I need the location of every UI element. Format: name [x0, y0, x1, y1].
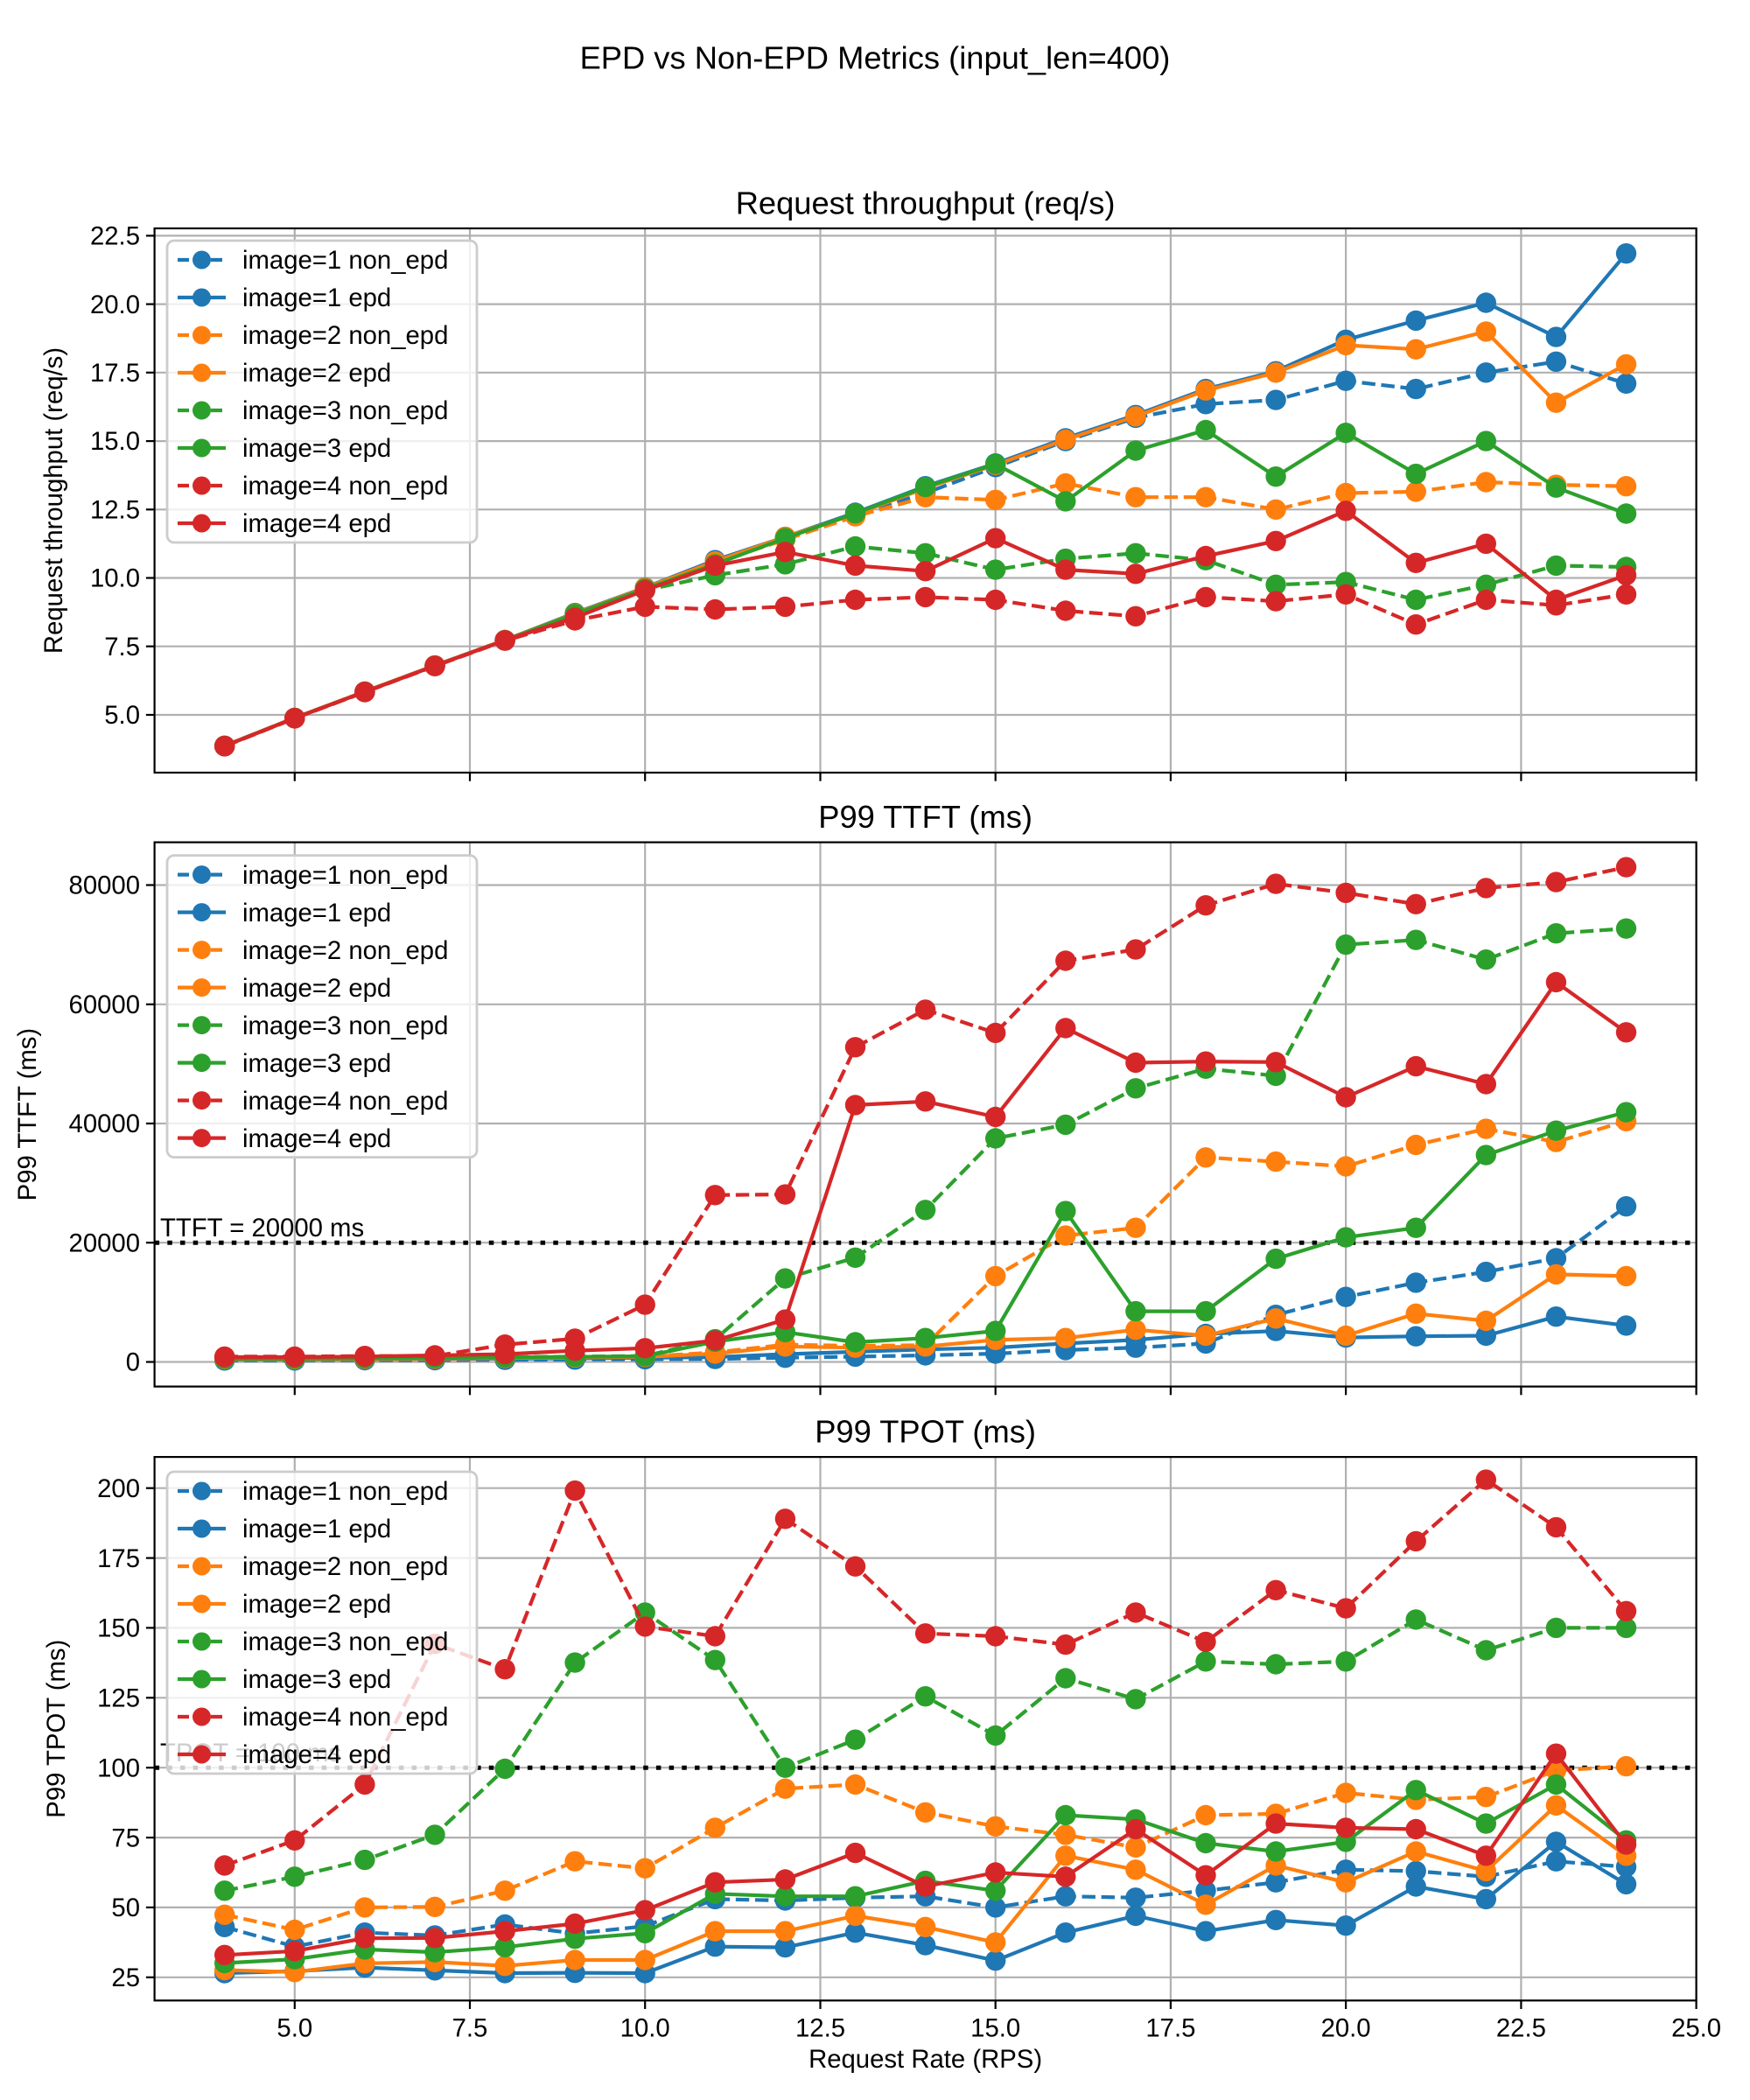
svg-text:20.0: 20.0: [90, 290, 140, 319]
svg-text:Request throughput (req/s): Request throughput (req/s): [39, 347, 68, 654]
svg-text:image=2 epd: image=2 epd: [242, 1590, 391, 1619]
svg-text:7.5: 7.5: [452, 2014, 488, 2043]
svg-text:200: 200: [97, 1474, 140, 1503]
svg-text:EPD vs Non-EPD Metrics (input_: EPD vs Non-EPD Metrics (input_len=400): [580, 39, 1171, 75]
svg-text:Request Rate (RPS): Request Rate (RPS): [808, 2045, 1042, 2074]
svg-text:15.0: 15.0: [970, 2014, 1020, 2043]
svg-text:image=3 non_epd: image=3 non_epd: [242, 1628, 448, 1656]
svg-text:image=2 non_epd: image=2 non_epd: [242, 936, 448, 965]
svg-text:17.5: 17.5: [90, 359, 140, 388]
svg-text:10.0: 10.0: [90, 564, 140, 593]
svg-text:image=3 non_epd: image=3 non_epd: [242, 396, 448, 425]
svg-text:image=1 epd: image=1 epd: [242, 899, 391, 928]
svg-text:125: 125: [97, 1684, 140, 1713]
svg-text:175: 175: [97, 1544, 140, 1573]
svg-text:P99 TPOT (ms): P99 TPOT (ms): [42, 1640, 71, 1818]
svg-text:image=1 non_epd: image=1 non_epd: [242, 1477, 448, 1506]
svg-text:TTFT = 20000 ms: TTFT = 20000 ms: [160, 1214, 364, 1242]
svg-text:image=2 epd: image=2 epd: [242, 974, 391, 1003]
svg-text:75: 75: [111, 1824, 140, 1852]
svg-text:12.5: 12.5: [90, 496, 140, 525]
svg-text:12.5: 12.5: [795, 2014, 845, 2043]
svg-text:150: 150: [97, 1614, 140, 1643]
svg-text:image=2 non_epd: image=2 non_epd: [242, 1552, 448, 1581]
svg-text:image=3 non_epd: image=3 non_epd: [242, 1012, 448, 1040]
svg-text:10.0: 10.0: [620, 2014, 670, 2043]
svg-text:image=1 non_epd: image=1 non_epd: [242, 861, 448, 890]
svg-text:image=1 epd: image=1 epd: [242, 1515, 391, 1544]
svg-text:image=3 epd: image=3 epd: [242, 1049, 391, 1078]
svg-text:P99 TTFT (ms): P99 TTFT (ms): [818, 799, 1032, 835]
svg-text:15.0: 15.0: [90, 427, 140, 456]
svg-text:20.0: 20.0: [1321, 2014, 1371, 2043]
svg-text:image=1 non_epd: image=1 non_epd: [242, 246, 448, 275]
svg-text:image=4 epd: image=4 epd: [242, 1124, 391, 1153]
svg-text:image=2 epd: image=2 epd: [242, 359, 391, 388]
svg-text:25: 25: [111, 1964, 140, 1992]
svg-text:22.5: 22.5: [90, 222, 140, 251]
svg-text:image=4 non_epd: image=4 non_epd: [242, 1703, 448, 1732]
svg-text:P99 TPOT (ms): P99 TPOT (ms): [815, 1414, 1036, 1450]
svg-text:image=4 non_epd: image=4 non_epd: [242, 1087, 448, 1116]
svg-text:40000: 40000: [69, 1110, 140, 1138]
svg-text:P99 TTFT (ms): P99 TTFT (ms): [13, 1028, 42, 1201]
svg-text:60000: 60000: [69, 990, 140, 1019]
svg-text:0: 0: [126, 1348, 140, 1377]
svg-text:17.5: 17.5: [1145, 2014, 1195, 2043]
svg-text:20000: 20000: [69, 1229, 140, 1258]
svg-text:image=4 non_epd: image=4 non_epd: [242, 472, 448, 500]
svg-text:image=4 epd: image=4 epd: [242, 1740, 391, 1769]
svg-text:5.0: 5.0: [276, 2014, 312, 2043]
svg-text:image=2 non_epd: image=2 non_epd: [242, 321, 448, 350]
svg-text:Request throughput (req/s): Request throughput (req/s): [736, 186, 1116, 221]
svg-text:image=3 epd: image=3 epd: [242, 1665, 391, 1694]
svg-text:7.5: 7.5: [104, 633, 140, 662]
svg-text:5.0: 5.0: [104, 701, 140, 730]
svg-text:22.5: 22.5: [1496, 2014, 1546, 2043]
svg-text:100: 100: [97, 1754, 140, 1782]
svg-text:image=3 epd: image=3 epd: [242, 434, 391, 463]
svg-text:image=1 epd: image=1 epd: [242, 284, 391, 312]
svg-text:50: 50: [111, 1894, 140, 1922]
svg-text:25.0: 25.0: [1671, 2014, 1721, 2043]
svg-text:image=4 epd: image=4 epd: [242, 509, 391, 538]
svg-text:80000: 80000: [69, 872, 140, 900]
